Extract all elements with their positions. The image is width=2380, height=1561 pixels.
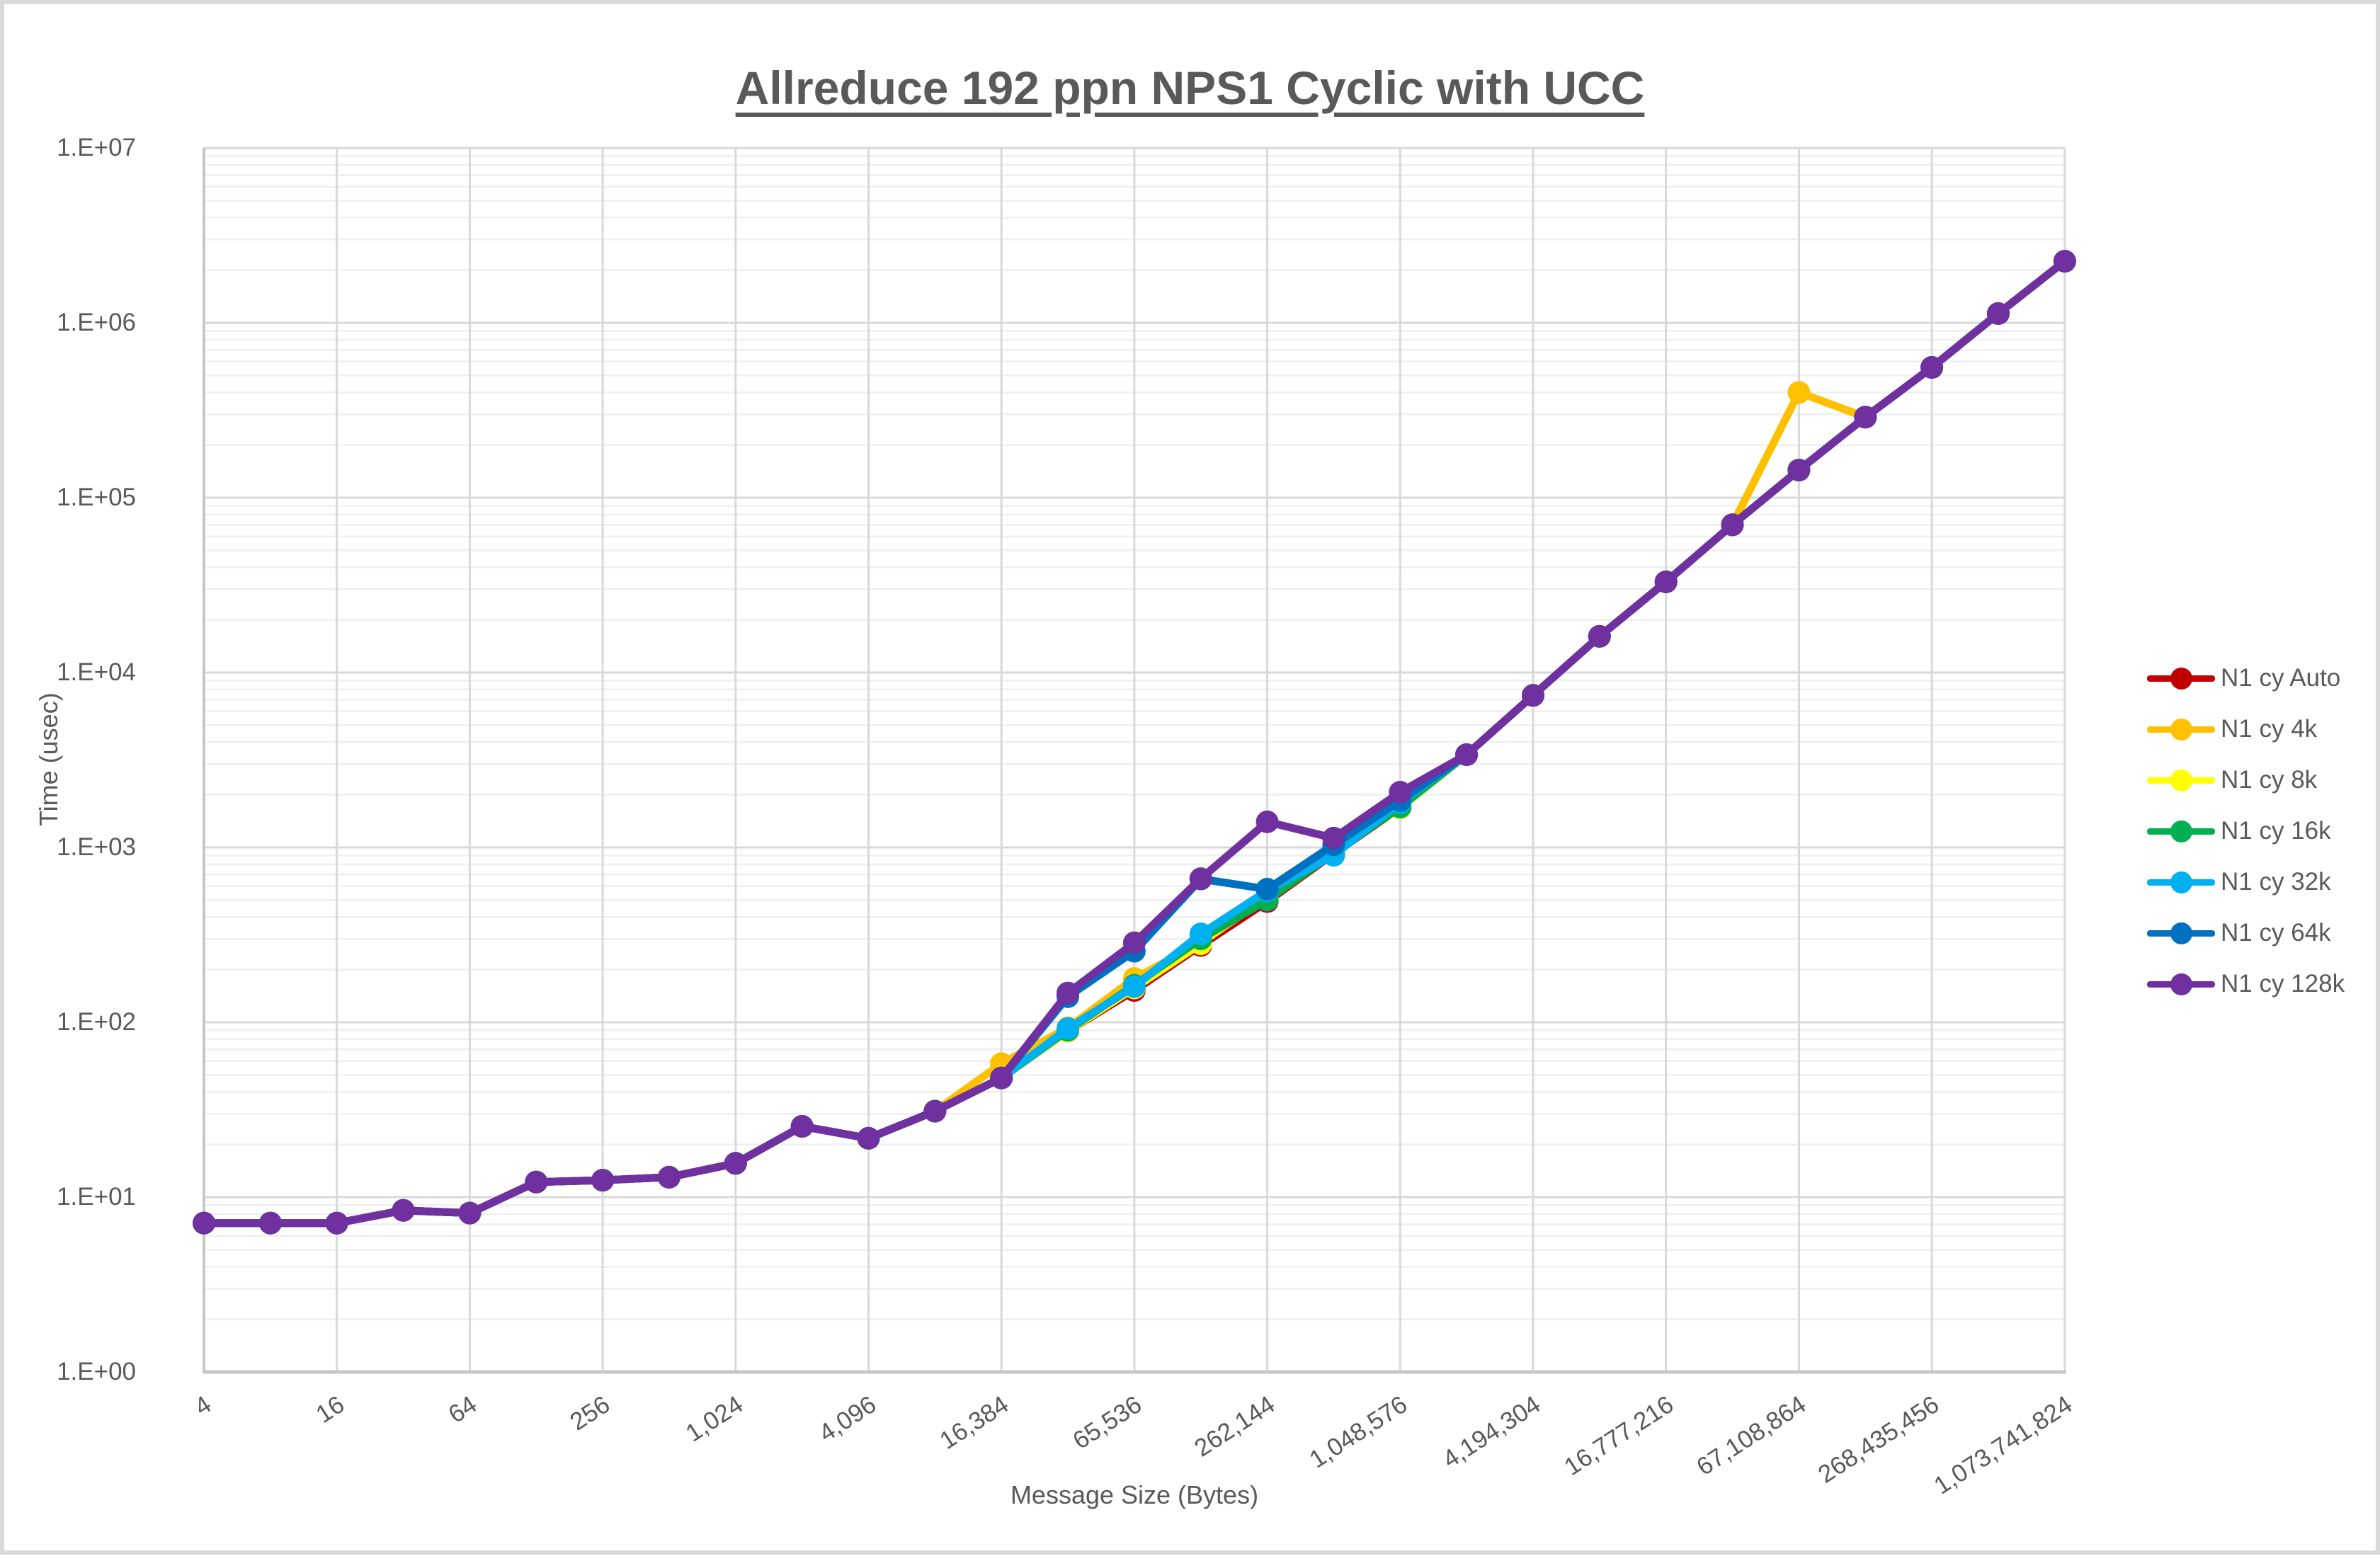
legend-item-N1-cy-4k: N1 cy 4k: [2147, 704, 2380, 755]
data-point: [1189, 867, 1212, 891]
data-point: [2053, 250, 2076, 273]
y-tick-label: 1.E+04: [57, 658, 136, 686]
legend-label: N1 cy 32k: [2221, 868, 2331, 896]
legend-item-N1-cy-32k: N1 cy 32k: [2147, 857, 2380, 908]
data-point: [1654, 570, 1678, 593]
y-tick-label: 1.E+00: [57, 1358, 136, 1385]
data-point: [923, 1099, 947, 1123]
legend-item-N1-cy-Auto: N1 cy Auto: [2147, 653, 2380, 704]
data-point: [1787, 381, 1811, 404]
data-point: [1588, 624, 1611, 648]
data-point: [1455, 743, 1479, 766]
y-tick-label: 1.E+07: [57, 134, 136, 161]
y-tick-label: 1.E+05: [57, 484, 136, 511]
data-point: [1787, 459, 1811, 481]
legend-label: N1 cy 128k: [2221, 970, 2345, 997]
legend-line-marker-icon: [2147, 768, 2215, 792]
data-point: [258, 1211, 282, 1235]
legend-label: N1 cy 4k: [2221, 715, 2318, 743]
legend-line-marker-icon: [2147, 819, 2215, 843]
legend-line-marker-icon: [2147, 666, 2215, 690]
data-point: [857, 1126, 880, 1150]
data-point: [1256, 878, 1279, 900]
legend-line-marker-icon: [2147, 972, 2215, 996]
legend-item-N1-cy-16k: N1 cy 16k: [2147, 806, 2380, 857]
chart-title: Allreduce 192 ppn NPS1 Cyclic with UCC: [735, 62, 1645, 115]
data-point: [1721, 513, 1744, 537]
data-point: [591, 1169, 615, 1192]
y-tick-label: 1.E+06: [57, 309, 136, 336]
data-point: [1986, 302, 2010, 325]
x-axis-title: Message Size (Bytes): [1010, 1480, 1259, 1509]
data-point: [1057, 981, 1079, 1005]
legend-label: N1 cy 64k: [2221, 919, 2331, 947]
legend-label: N1 cy Auto: [2221, 664, 2341, 692]
y-axis-title: Time (usec): [34, 692, 63, 827]
data-point: [1389, 781, 1412, 804]
data-point: [392, 1199, 415, 1222]
data-point: [1322, 826, 1345, 850]
data-point: [1122, 975, 1146, 998]
plot-area: [193, 147, 2076, 1374]
data-point: [1256, 810, 1279, 833]
data-point: [724, 1152, 747, 1175]
legend-label: N1 cy 8k: [2221, 766, 2318, 794]
legend-item-N1-cy-64k: N1 cy 64k: [2147, 908, 2380, 959]
y-tick-label: 1.E+01: [57, 1183, 136, 1211]
data-point: [193, 1211, 215, 1235]
data-point: [525, 1170, 548, 1194]
y-tick-label: 1.E+02: [57, 1008, 136, 1036]
data-point: [790, 1115, 814, 1138]
data-point: [1854, 406, 1877, 429]
data-point: [1122, 931, 1146, 954]
data-point: [1920, 356, 1944, 379]
data-point: [657, 1165, 681, 1189]
data-point: [325, 1211, 348, 1235]
legend-item-N1-cy-8k: N1 cy 8k: [2147, 755, 2380, 806]
data-point: [990, 1066, 1013, 1090]
legend-line-marker-icon: [2147, 717, 2215, 741]
legend: N1 cy Auto N1 cy 4k N1 cy 8k N1 cy 16k N1 cy…: [2147, 653, 2380, 1010]
data-point: [1522, 684, 1544, 707]
legend-item-N1-cy-128k: N1 cy 128k: [2147, 959, 2380, 1010]
legend-line-marker-icon: [2147, 870, 2215, 894]
data-point: [1057, 1017, 1079, 1040]
data-point: [458, 1201, 482, 1225]
legend-line-marker-icon: [2147, 921, 2215, 945]
y-tick-label: 1.E+03: [57, 833, 136, 861]
data-point: [1189, 922, 1212, 946]
legend-label: N1 cy 16k: [2221, 817, 2331, 845]
